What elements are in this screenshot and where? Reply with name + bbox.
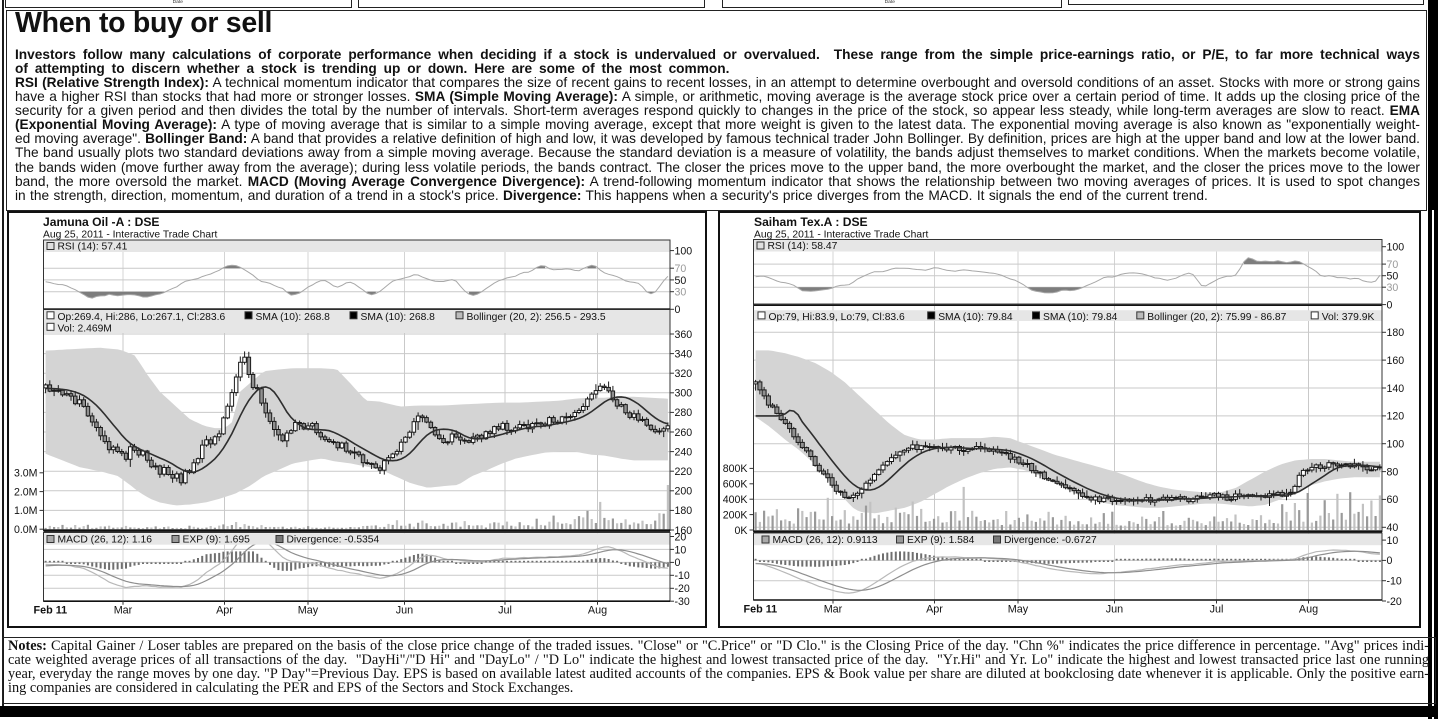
svg-text:-10: -10 (675, 570, 690, 582)
svg-text:Mar: Mar (824, 604, 843, 616)
svg-text:800K: 800K (723, 463, 748, 475)
svg-text:100: 100 (675, 245, 693, 257)
svg-text:MACD (26, 12): 0.9113: MACD (26, 12): 0.9113 (773, 535, 878, 546)
svg-text:100: 100 (1387, 439, 1405, 451)
svg-text:60: 60 (1387, 494, 1399, 506)
svg-text:3.0M: 3.0M (14, 468, 38, 480)
svg-text:240: 240 (675, 446, 693, 458)
svg-text:Aug: Aug (588, 605, 607, 617)
svg-text:Aug 25, 2011 - Interactive Tra: Aug 25, 2011 - Interactive Trade Chart (43, 230, 218, 241)
svg-text:200K: 200K (723, 509, 748, 521)
svg-text:600K: 600K (723, 479, 748, 491)
svg-text:EXP (9): 1.695: EXP (9): 1.695 (183, 535, 251, 546)
svg-text:Bollinger (20, 2): 75.99 - 86.: Bollinger (20, 2): 75.99 - 86.87 (1147, 312, 1286, 323)
svg-text:200: 200 (675, 486, 693, 498)
svg-text:Op:269.4, Hi:286, Lo:267.1, Cl: Op:269.4, Hi:286, Lo:267.1, Cl:283.6 (58, 312, 226, 323)
svg-text:300: 300 (675, 388, 693, 400)
svg-text:Aug 25, 2011 - Interactive Tra: Aug 25, 2011 - Interactive Trade Chart (754, 230, 929, 241)
svg-text:0.0M: 0.0M (14, 524, 38, 536)
svg-text:30: 30 (675, 286, 687, 298)
svg-text:400K: 400K (723, 494, 748, 506)
svg-text:Jul: Jul (498, 605, 512, 617)
svg-text:Apr: Apr (216, 605, 233, 617)
svg-text:220: 220 (675, 466, 693, 478)
svg-text:SMA (10): 79.84: SMA (10): 79.84 (938, 312, 1013, 323)
svg-text:Saiham Tex.A : DSE: Saiham Tex.A : DSE (754, 215, 868, 229)
svg-text:0: 0 (675, 304, 681, 316)
svg-text:70: 70 (1387, 259, 1399, 271)
svg-text:Divergence: -0.5354: Divergence: -0.5354 (287, 535, 380, 546)
svg-text:Mar: Mar (114, 605, 133, 617)
svg-text:70: 70 (675, 263, 687, 275)
svg-text:20: 20 (675, 531, 687, 543)
svg-text:Jamuna Oil -A : DSE: Jamuna Oil -A : DSE (43, 215, 159, 229)
svg-text:1.0M: 1.0M (14, 505, 38, 517)
svg-text:340: 340 (675, 348, 693, 360)
svg-text:0: 0 (1387, 299, 1393, 311)
svg-text:0K: 0K (735, 525, 748, 537)
svg-text:Bollinger (20, 2): 256.5 - 293: Bollinger (20, 2): 256.5 - 293.5 (467, 312, 606, 323)
svg-text:10: 10 (1387, 535, 1399, 547)
svg-text:EXP (9): 1.584: EXP (9): 1.584 (907, 535, 975, 546)
svg-text:40: 40 (1387, 522, 1399, 534)
svg-text:100: 100 (1387, 242, 1405, 254)
svg-text:30: 30 (1387, 282, 1399, 294)
svg-text:RSI (14): 58.47: RSI (14): 58.47 (768, 241, 838, 252)
svg-text:May: May (298, 605, 319, 617)
svg-text:160: 160 (675, 525, 693, 537)
svg-text:-20: -20 (675, 583, 690, 595)
svg-text:MACD (26, 12): 1.16: MACD (26, 12): 1.16 (58, 535, 153, 546)
svg-text:180: 180 (675, 505, 693, 517)
svg-text:260: 260 (675, 427, 693, 439)
svg-text:RSI (14): 57.41: RSI (14): 57.41 (58, 242, 128, 253)
svg-text:Vol: 2.469M: Vol: 2.469M (58, 323, 112, 334)
svg-text:280: 280 (675, 407, 693, 419)
svg-text:180: 180 (1387, 327, 1405, 339)
svg-text:140: 140 (1387, 383, 1405, 395)
svg-text:10: 10 (675, 544, 687, 556)
svg-text:160: 160 (1387, 355, 1405, 367)
svg-text:-30: -30 (675, 596, 690, 608)
svg-text:-20: -20 (1387, 596, 1402, 608)
svg-text:Feb 11: Feb 11 (744, 604, 778, 616)
svg-text:0: 0 (675, 557, 681, 569)
svg-text:320: 320 (675, 368, 693, 380)
svg-text:Divergence: -0.6727: Divergence: -0.6727 (1004, 535, 1097, 546)
svg-text:Jun: Jun (1106, 604, 1123, 616)
svg-text:May: May (1008, 604, 1029, 616)
svg-text:50: 50 (675, 275, 687, 287)
svg-text:2.0M: 2.0M (14, 486, 38, 498)
svg-text:Vol: 379.9K: Vol: 379.9K (1322, 312, 1375, 323)
svg-text:Op:79, Hi:83.9, Lo:79, Cl:83.6: Op:79, Hi:83.9, Lo:79, Cl:83.6 (769, 312, 906, 323)
svg-text:Feb 11: Feb 11 (34, 605, 68, 617)
svg-text:80: 80 (1387, 466, 1399, 478)
svg-text:0: 0 (1387, 555, 1393, 567)
svg-text:SMA (10): 268.8: SMA (10): 268.8 (256, 312, 331, 323)
svg-text:SMA (10): 79.84: SMA (10): 79.84 (1043, 312, 1118, 323)
svg-text:SMA (10): 268.8: SMA (10): 268.8 (361, 312, 436, 323)
svg-text:50: 50 (1387, 270, 1399, 282)
svg-text:Aug: Aug (1299, 604, 1318, 616)
svg-text:Apr: Apr (926, 604, 943, 616)
svg-text:Jul: Jul (1210, 604, 1224, 616)
svg-text:Jun: Jun (396, 605, 413, 617)
svg-text:360: 360 (675, 329, 693, 341)
svg-text:120: 120 (1387, 411, 1405, 423)
svg-text:-10: -10 (1387, 576, 1402, 588)
